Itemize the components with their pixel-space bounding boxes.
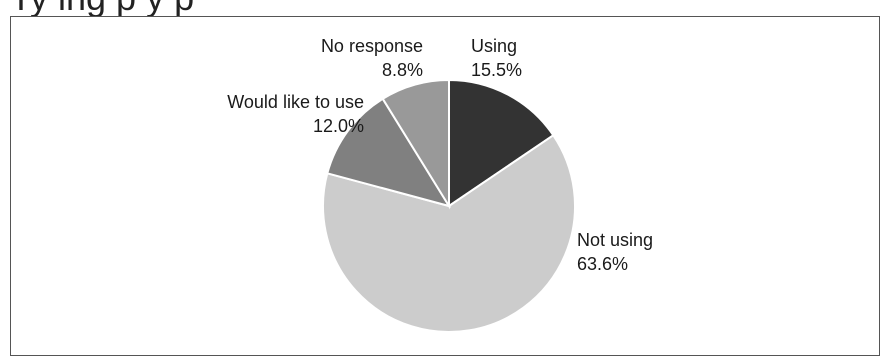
pie-slice-using: [448, 78, 555, 208]
slice-percent-not-using: 63.6%: [577, 254, 628, 274]
pie-labels: Using 15.5% Not using 63.6% Would like t…: [227, 36, 653, 274]
chart-title-fragment: Ty ing p y p: [10, 0, 880, 18]
slice-label-using: Using: [471, 36, 517, 56]
slice-percent-would-like-to-use: 12.0%: [313, 116, 364, 136]
slice-label-would-like-to-use: Would like to use: [227, 92, 364, 112]
pie-slice-would-like-to-use: [326, 97, 452, 208]
pie-slices: [322, 78, 576, 333]
slice-label-not-using: Not using: [577, 230, 653, 250]
pie-slice-not-using: [322, 133, 576, 333]
slice-percent-no-response: 8.8%: [382, 60, 423, 80]
slice-percent-using: 15.5%: [471, 60, 522, 80]
pie-slice-no-response: [381, 78, 450, 210]
slice-label-no-response: No response: [321, 36, 423, 56]
